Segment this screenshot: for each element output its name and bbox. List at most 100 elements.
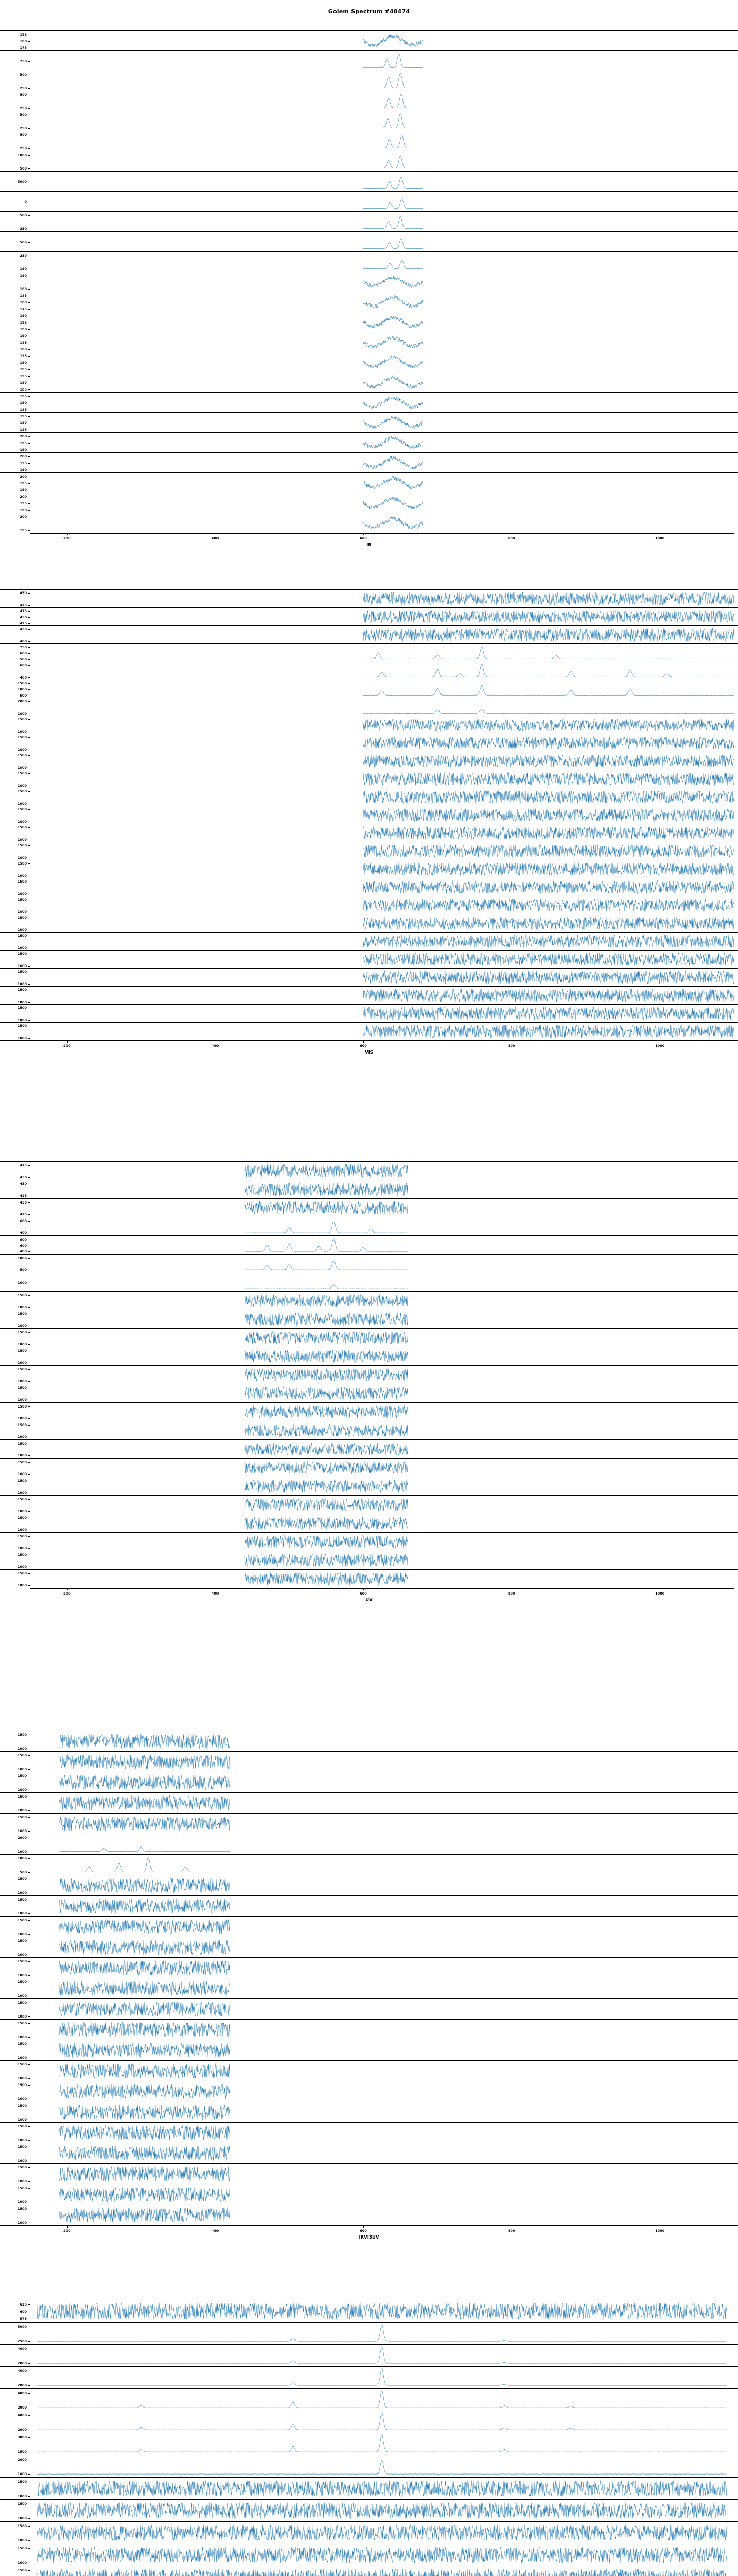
y-tick-label: 250 — [20, 146, 27, 150]
y-tick-label: 400 — [20, 675, 27, 680]
y-tick-mark — [28, 356, 30, 357]
plot-area — [30, 698, 734, 716]
x-axis-label-vis: VIS — [365, 1050, 373, 1055]
y-tick-label: 425 — [20, 1212, 27, 1217]
x-tick-label: 1000 — [655, 536, 665, 540]
y-tick-mark — [28, 215, 30, 216]
y-tick-mark — [28, 242, 30, 243]
subplot-row: 185 180 175 — [0, 30, 738, 51]
y-tick-mark — [28, 1307, 30, 1308]
subplot-row: 1500 1000 — [0, 950, 738, 969]
subplot-row: 450 425 — [0, 589, 738, 608]
y-axis-ticks: 190 185 180 — [0, 332, 30, 352]
y-tick-label: 200 — [20, 494, 27, 499]
plot-area — [30, 752, 734, 770]
y-tick-mark — [28, 1769, 30, 1770]
x-axis-spine — [30, 533, 734, 534]
y-axis-ticks: 1500 1000 — [0, 1814, 30, 1834]
plot-area — [30, 393, 734, 412]
y-tick-mark — [28, 2570, 30, 2571]
plot-area — [30, 1551, 734, 1569]
y-tick-label: 1500 — [17, 1877, 27, 1882]
x-tick-mark — [363, 1588, 364, 1590]
y-tick-mark — [28, 1585, 30, 1586]
x-tick-mark — [66, 1041, 68, 1043]
subplot-row: 1500 1000 — [0, 1347, 738, 1366]
y-tick-mark — [28, 611, 30, 612]
subplot-row: 1500 1000 — [0, 1514, 738, 1533]
y-tick-mark — [28, 984, 30, 985]
y-axis-ticks: 1500 1000 — [0, 1551, 30, 1569]
y-tick-mark — [28, 1258, 30, 1259]
y-axis-ticks: 1500 1000 — [0, 2164, 30, 2184]
y-tick-label: 4000 — [17, 2368, 27, 2373]
y-tick-label: 1500 — [17, 2001, 27, 2005]
plot-area — [30, 1217, 734, 1235]
subplot-row: 200 195 190 — [0, 452, 738, 473]
y-tick-label: 185 — [20, 427, 27, 432]
subplot-row: 190 185 180 — [0, 332, 738, 352]
plot-area — [30, 590, 734, 607]
y-tick-label: 1000 — [17, 2179, 27, 2183]
panel-full: 625 600 575 5000 2500 4000 2000 4000 2000 4000 200… — [0, 2300, 738, 2576]
y-axis-ticks: 1500 1000 — [0, 770, 30, 788]
y-axis-ticks: 1500 1000 — [0, 969, 30, 986]
subplot-row: 4000 2000 — [0, 2366, 738, 2389]
y-tick-label: 1500 — [17, 2546, 27, 2550]
y-tick-label: 185 — [20, 293, 27, 298]
x-tick-mark — [363, 533, 364, 535]
subplot-row: 1500 1000 — [0, 806, 738, 824]
y-tick-mark — [28, 2363, 30, 2364]
y-tick-label: 1500 — [17, 916, 27, 920]
subplot-row: 1500 1000 — [0, 2143, 738, 2164]
plot-area — [30, 2184, 734, 2205]
y-tick-label: 600 — [20, 1218, 27, 1223]
y-tick-label: 195 — [20, 501, 27, 505]
y-tick-mark — [28, 641, 30, 642]
y-axis-ticks: 195 190 185 — [0, 393, 30, 412]
y-axis-ticks: 1500 1000 — [0, 1999, 30, 2019]
plot-area — [30, 2411, 734, 2433]
y-tick-label: 1500 — [17, 1815, 27, 1820]
plot-area — [30, 71, 734, 91]
subplot-row: 1500 1000 — [0, 1365, 738, 1384]
y-axis-ticks: 4000 2000 — [0, 2389, 30, 2411]
y-tick-label: 1000 — [17, 2220, 27, 2225]
y-tick-label: 200 — [20, 514, 27, 519]
y-tick-label: 1000 — [17, 1767, 27, 1771]
y-axis-ticks: 1500 1000 — [0, 2102, 30, 2122]
plot-area — [30, 2566, 734, 2576]
plot-area — [30, 1814, 734, 1834]
y-tick-label: 1000 — [17, 1018, 27, 1022]
y-tick-mark — [28, 1474, 30, 1475]
plot-area — [30, 1793, 734, 1813]
subplot-row: 1500 1000 — [0, 1439, 738, 1459]
y-axis-ticks: 450 425 — [0, 1180, 30, 1198]
subplot-row: 1500 1000 — [0, 1792, 738, 1814]
y-tick-mark — [28, 701, 30, 702]
y-tick-mark — [28, 108, 30, 109]
y-tick-mark — [28, 827, 30, 828]
y-tick-label: 1000 — [17, 1828, 27, 1833]
y-axis-ticks: 200 195 190 — [0, 473, 30, 493]
plot-area — [30, 31, 734, 50]
y-tick-label: 1000 — [17, 1856, 27, 1861]
y-axis-ticks: 1000 500 — [0, 151, 30, 171]
y-tick-label: 1500 — [17, 1422, 27, 1427]
y-axis-ticks: 1500 1000 — [0, 2061, 30, 2081]
plot-area — [30, 1533, 734, 1551]
plot-area — [30, 332, 734, 352]
y-axis-ticks: 1500 1000 — [0, 1731, 30, 1751]
y-axis-ticks: 190 180 — [0, 272, 30, 292]
subplot-row: 195 190 185 — [0, 392, 738, 413]
subplot-row: 190 185 180 — [0, 312, 738, 332]
y-tick-label: 190 — [20, 507, 27, 512]
y-tick-mark — [28, 530, 30, 531]
x-tick-label: 600 — [360, 536, 367, 540]
x-tick-label: 600 — [360, 1044, 367, 1048]
y-tick-mark — [28, 1817, 30, 1818]
y-tick-label: 1000 — [17, 1911, 27, 1916]
y-tick-label: 1000 — [17, 2494, 27, 2498]
subplot-row: 500 — [0, 231, 738, 252]
plot-area — [30, 1255, 734, 1273]
